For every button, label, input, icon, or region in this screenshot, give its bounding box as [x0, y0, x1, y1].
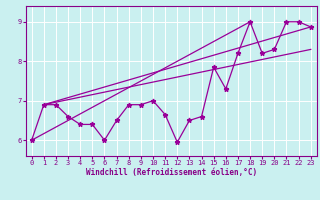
X-axis label: Windchill (Refroidissement éolien,°C): Windchill (Refroidissement éolien,°C) [86, 168, 257, 177]
